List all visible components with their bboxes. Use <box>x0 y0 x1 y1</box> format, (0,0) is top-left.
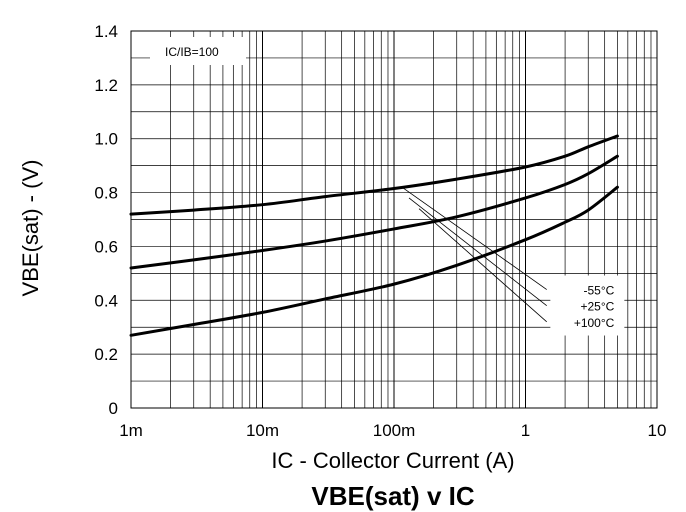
y-tick-label: 0 <box>109 399 118 418</box>
series-line <box>129 154 619 270</box>
x-tick-label: 10 <box>648 421 667 440</box>
y-tick-label: 1.4 <box>94 22 118 41</box>
leader-lines <box>401 186 547 323</box>
leader-line <box>401 186 547 290</box>
series-lines <box>129 134 619 337</box>
grid <box>130 30 657 409</box>
series-line <box>129 134 619 216</box>
y-tick-label: 0.2 <box>94 345 118 364</box>
series-line <box>129 185 619 337</box>
condition-label: IC/IB=100 <box>165 45 219 59</box>
y-tick-label: 0.6 <box>94 237 118 256</box>
chart-title: VBE(sat) v IC <box>311 481 474 511</box>
x-tick-label: 1 <box>521 421 530 440</box>
y-tick-label: 0.8 <box>94 184 118 203</box>
leader-line <box>408 197 547 306</box>
series-label: +100°C <box>574 316 615 330</box>
series-label-background <box>550 275 625 336</box>
x-axis-label: IC - Collector Current (A) <box>271 448 514 473</box>
condition-label-background <box>150 37 246 65</box>
tick-labels: 0 0.2 0.4 0.6 0.8 1.0 1.2 1.4 1m 10m 100m 1 10 -55°C +… <box>94 22 666 440</box>
x-tick-label: 10m <box>246 421 279 440</box>
y-tick-label: 1.0 <box>94 130 118 149</box>
series-label: +25°C <box>581 300 615 314</box>
x-tick-label: 100m <box>373 421 416 440</box>
series-label: -55°C <box>584 284 615 298</box>
y-tick-label: 0.4 <box>94 291 118 310</box>
leader-line <box>418 208 547 323</box>
y-axis-label: VBE(sat) - (V) <box>18 160 43 297</box>
x-tick-label: 1m <box>119 421 143 440</box>
plot-frame <box>130 30 658 409</box>
y-tick-label: 1.2 <box>94 76 118 95</box>
